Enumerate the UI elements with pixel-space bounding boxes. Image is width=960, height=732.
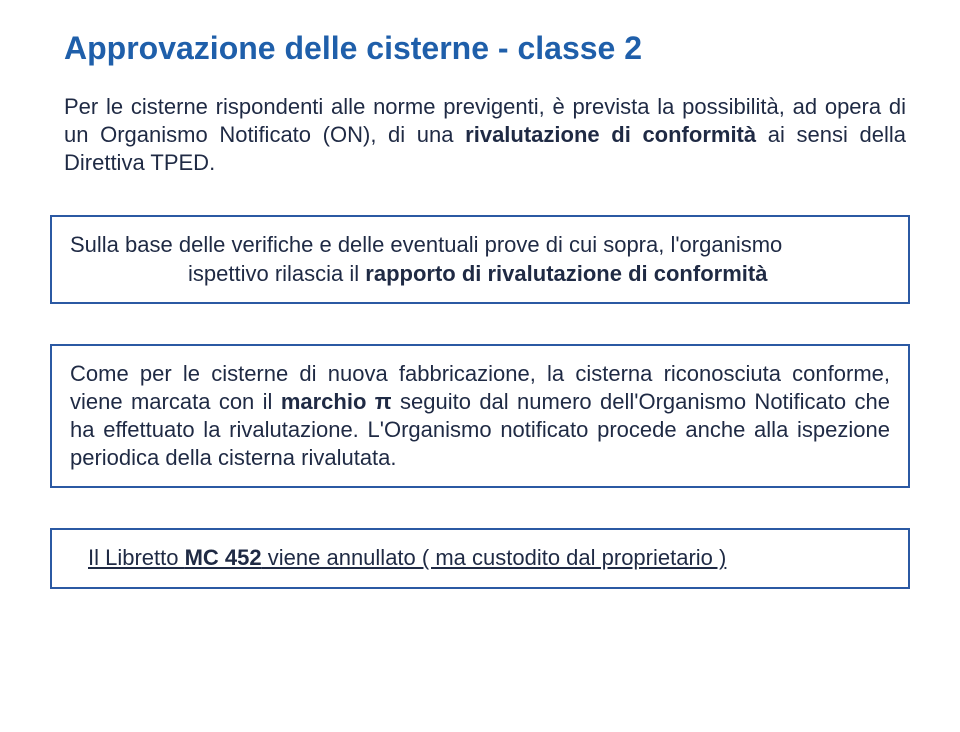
box1-line2-pre: ispettivo rilascia il [188, 261, 365, 286]
box3-bold: MC 452 [185, 545, 262, 570]
box1-line2: ispettivo rilascia il rapporto di rivalu… [70, 260, 890, 288]
box1-line1: Sulla base delle verifiche e delle event… [70, 232, 782, 257]
box3-post: viene annullato ( ma custodito dal propr… [262, 545, 727, 570]
intro-paragraph: Per le cisterne rispondenti alle norme p… [50, 93, 910, 177]
slide-title: Approvazione delle cisterne - classe 2 [50, 30, 910, 67]
box3-pre: Il Libretto [88, 545, 185, 570]
box-rapporto: Sulla base delle verifiche e delle event… [50, 215, 910, 303]
slide-container: Approvazione delle cisterne - classe 2 P… [0, 0, 960, 732]
box2-bold1: marchio π [281, 389, 392, 414]
box-libretto: Il Libretto MC 452 viene annullato ( ma … [50, 528, 910, 588]
box-marchio: Come per le cisterne di nuova fabbricazi… [50, 344, 910, 489]
intro-bold: rivalutazione di conformità [465, 122, 756, 147]
box3-underline: Il Libretto MC 452 viene annullato ( ma … [88, 545, 726, 570]
box1-line2-bold: rapporto di rivalutazione di conformità [365, 261, 767, 286]
